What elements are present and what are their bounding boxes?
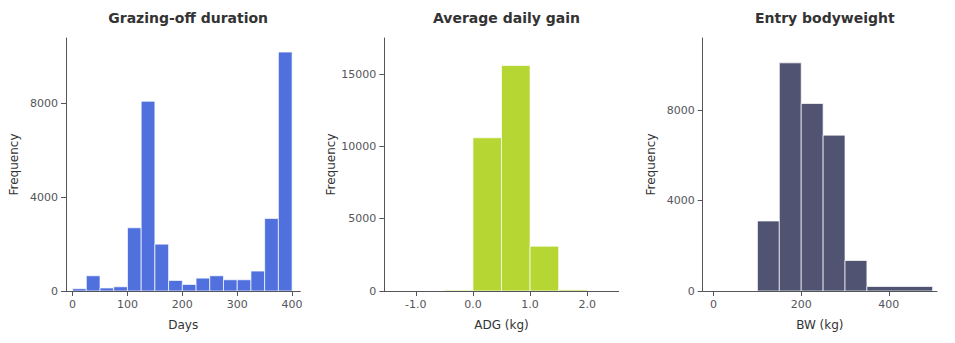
svg-text:Days: Days — [168, 318, 198, 332]
svg-text:4000: 4000 — [667, 194, 695, 207]
svg-text:0: 0 — [369, 285, 376, 298]
svg-text:1.0: 1.0 — [521, 298, 539, 311]
svg-text:ADG (kg): ADG (kg) — [474, 318, 529, 332]
svg-text:Grazing-off duration: Grazing-off duration — [108, 10, 268, 26]
svg-text:-1.0: -1.0 — [405, 298, 426, 311]
svg-text:Frequency: Frequency — [644, 134, 658, 196]
svg-text:4000: 4000 — [30, 191, 58, 204]
svg-text:15000: 15000 — [341, 68, 376, 81]
svg-text:0: 0 — [69, 298, 76, 311]
svg-text:100: 100 — [117, 298, 138, 311]
svg-text:10000: 10000 — [341, 140, 376, 153]
svg-text:200: 200 — [172, 298, 193, 311]
svg-text:Frequency: Frequency — [7, 134, 21, 196]
svg-text:0: 0 — [688, 285, 695, 298]
svg-text:0: 0 — [51, 285, 58, 298]
svg-text:400: 400 — [878, 298, 899, 311]
svg-text:200: 200 — [791, 298, 812, 311]
svg-text:5000: 5000 — [348, 212, 376, 225]
svg-text:400: 400 — [282, 298, 303, 311]
svg-text:0: 0 — [710, 298, 717, 311]
svg-text:Entry bodyweight: Entry bodyweight — [755, 10, 895, 26]
svg-text:Frequency: Frequency — [324, 134, 338, 196]
svg-text:0.0: 0.0 — [464, 298, 482, 311]
svg-text:2.0: 2.0 — [578, 298, 596, 311]
svg-text:300: 300 — [227, 298, 248, 311]
svg-text:Average daily gain: Average daily gain — [433, 10, 580, 26]
svg-text:BW (kg): BW (kg) — [796, 318, 843, 332]
svg-text:8000: 8000 — [667, 104, 695, 117]
svg-text:8000: 8000 — [30, 97, 58, 110]
